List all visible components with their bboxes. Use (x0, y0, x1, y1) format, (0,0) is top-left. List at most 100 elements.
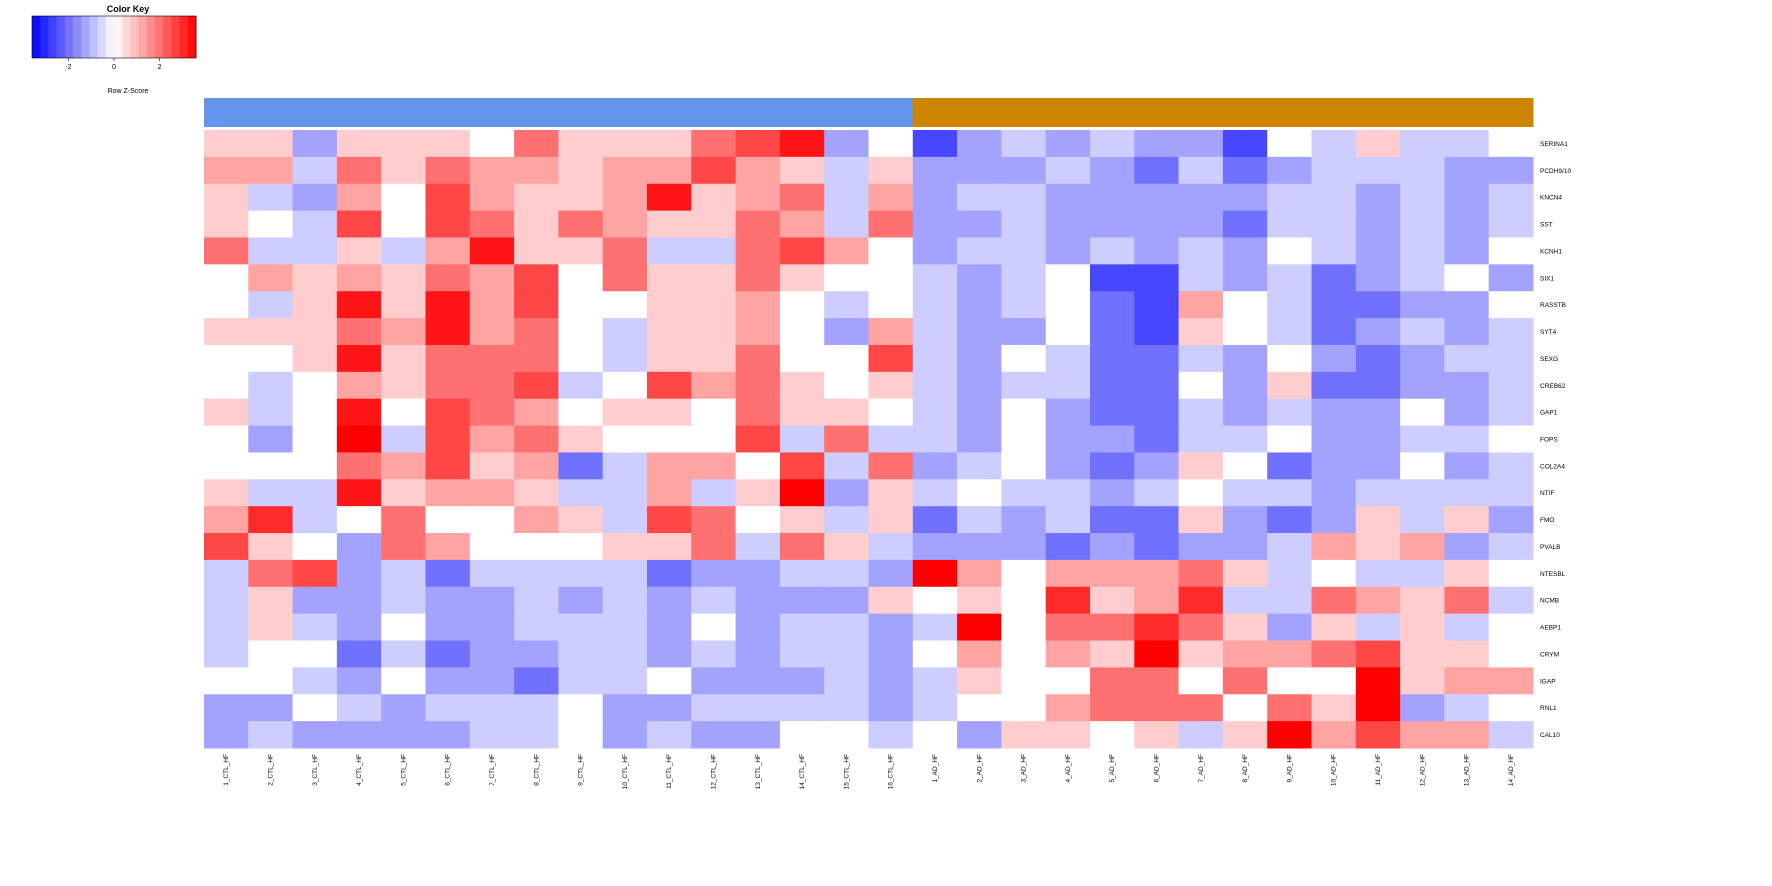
heatmap-cell (1134, 452, 1180, 480)
heatmap-cell (735, 533, 781, 561)
heatmap-cell (1400, 237, 1445, 265)
heatmap-cell (779, 371, 825, 400)
heatmap-cell (647, 183, 692, 212)
heatmap-cell (558, 210, 604, 238)
heatmap-cell (469, 237, 515, 265)
heatmap-cell (602, 156, 648, 185)
heatmap-cell (1134, 533, 1180, 561)
heatmap-cell (691, 559, 737, 588)
color-key-step (130, 16, 139, 58)
heatmap-cell (1400, 559, 1445, 588)
heatmap-cell (779, 479, 825, 507)
heatmap-cell (691, 237, 737, 265)
heatmap-cell (469, 318, 515, 346)
heatmap-cell (779, 452, 825, 480)
heatmap-cell (1178, 667, 1224, 695)
heatmap-cell (1355, 156, 1401, 185)
heatmap-cell (248, 156, 294, 185)
heatmap-cell (425, 533, 471, 561)
heatmap-cell (292, 533, 338, 561)
heatmap-cell (1355, 344, 1401, 373)
heatmap-cell (1488, 479, 1534, 507)
heatmap-cell (1045, 344, 1091, 373)
column-label: 1_CTL_HF (223, 754, 230, 786)
column-label: 7_CTL_HF (489, 754, 496, 786)
heatmap-cell (1267, 721, 1312, 749)
color-key-step (179, 16, 189, 58)
row-label: KNCN4 (1540, 195, 1562, 202)
row-label: RASSTB (1540, 302, 1566, 309)
heatmap-cell (1001, 452, 1047, 480)
heatmap-cell (912, 586, 958, 615)
color-key-step (163, 16, 172, 58)
heatmap-cell (469, 640, 515, 668)
heatmap-cell (1045, 559, 1091, 588)
heatmap-cell (868, 344, 914, 373)
heatmap-cell (514, 506, 559, 534)
heatmap-cell (735, 371, 781, 400)
heatmap-cell (647, 130, 692, 158)
heatmap-cell (1311, 291, 1357, 319)
heatmap-cell (1311, 264, 1357, 292)
heatmap-cell (1090, 210, 1135, 238)
heatmap-cell (1267, 318, 1312, 346)
heatmap-cell (1045, 667, 1091, 695)
heatmap-cell (957, 479, 1002, 507)
heatmap-cell (1444, 398, 1490, 427)
heatmap-cell (248, 559, 294, 588)
heatmap-cell (602, 210, 648, 238)
heatmap-cell (1355, 291, 1401, 319)
heatmap-cell (1267, 398, 1312, 427)
color-key-title: Color Key (107, 4, 150, 14)
heatmap-cell (1267, 344, 1312, 373)
heatmap-cell (1045, 479, 1091, 507)
heatmap-cell (425, 425, 471, 453)
heatmap-cell (1001, 237, 1047, 265)
heatmap-cell (336, 667, 382, 695)
heatmap-cell (1134, 264, 1180, 292)
color-key-step (64, 16, 74, 58)
heatmap-cell (824, 613, 869, 642)
heatmap-cell (1444, 721, 1490, 749)
heatmap-cell (602, 533, 648, 561)
heatmap-cell (647, 344, 692, 373)
heatmap-cell (248, 533, 294, 561)
heatmap-cell (558, 452, 604, 480)
heatmap-cell (1444, 640, 1490, 668)
row-label: PCDH9/10 (1540, 168, 1571, 175)
heatmap-cell (1090, 667, 1135, 695)
heatmap-cell (868, 318, 914, 346)
heatmap-cell (248, 237, 294, 265)
heatmap-cell (824, 291, 869, 319)
heatmap-cell (602, 452, 648, 480)
heatmap-cell (1311, 479, 1357, 507)
heatmap-cell (824, 371, 869, 400)
heatmap-cell (824, 237, 869, 265)
heatmap-cell (779, 237, 825, 265)
heatmap-cell (1444, 479, 1490, 507)
heatmap-cell (912, 291, 958, 319)
heatmap-cell (1178, 371, 1224, 400)
heatmap-cell (779, 344, 825, 373)
heatmap-cell (1400, 318, 1445, 346)
heatmap-cell (735, 613, 781, 642)
heatmap-cell (469, 291, 515, 319)
heatmap-cell (425, 506, 471, 534)
heatmap-cell (647, 506, 692, 534)
heatmap-cell (204, 318, 249, 346)
heatmap-cell (824, 694, 869, 722)
heatmap-cell (602, 344, 648, 373)
heatmap-cell (1001, 694, 1047, 722)
heatmap-cell (912, 559, 958, 588)
color-key-step (56, 16, 66, 58)
heatmap-cell (824, 183, 869, 212)
heatmap-cell (957, 640, 1002, 668)
heatmap-cell (1488, 425, 1534, 453)
heatmap-cell (1488, 533, 1534, 561)
heatmap-cell (868, 183, 914, 212)
heatmap-cell (824, 721, 869, 749)
heatmap-cell (204, 130, 249, 158)
heatmap-cell (1400, 291, 1445, 319)
heatmap-cell (957, 452, 1002, 480)
heatmap-cell (1400, 452, 1445, 480)
